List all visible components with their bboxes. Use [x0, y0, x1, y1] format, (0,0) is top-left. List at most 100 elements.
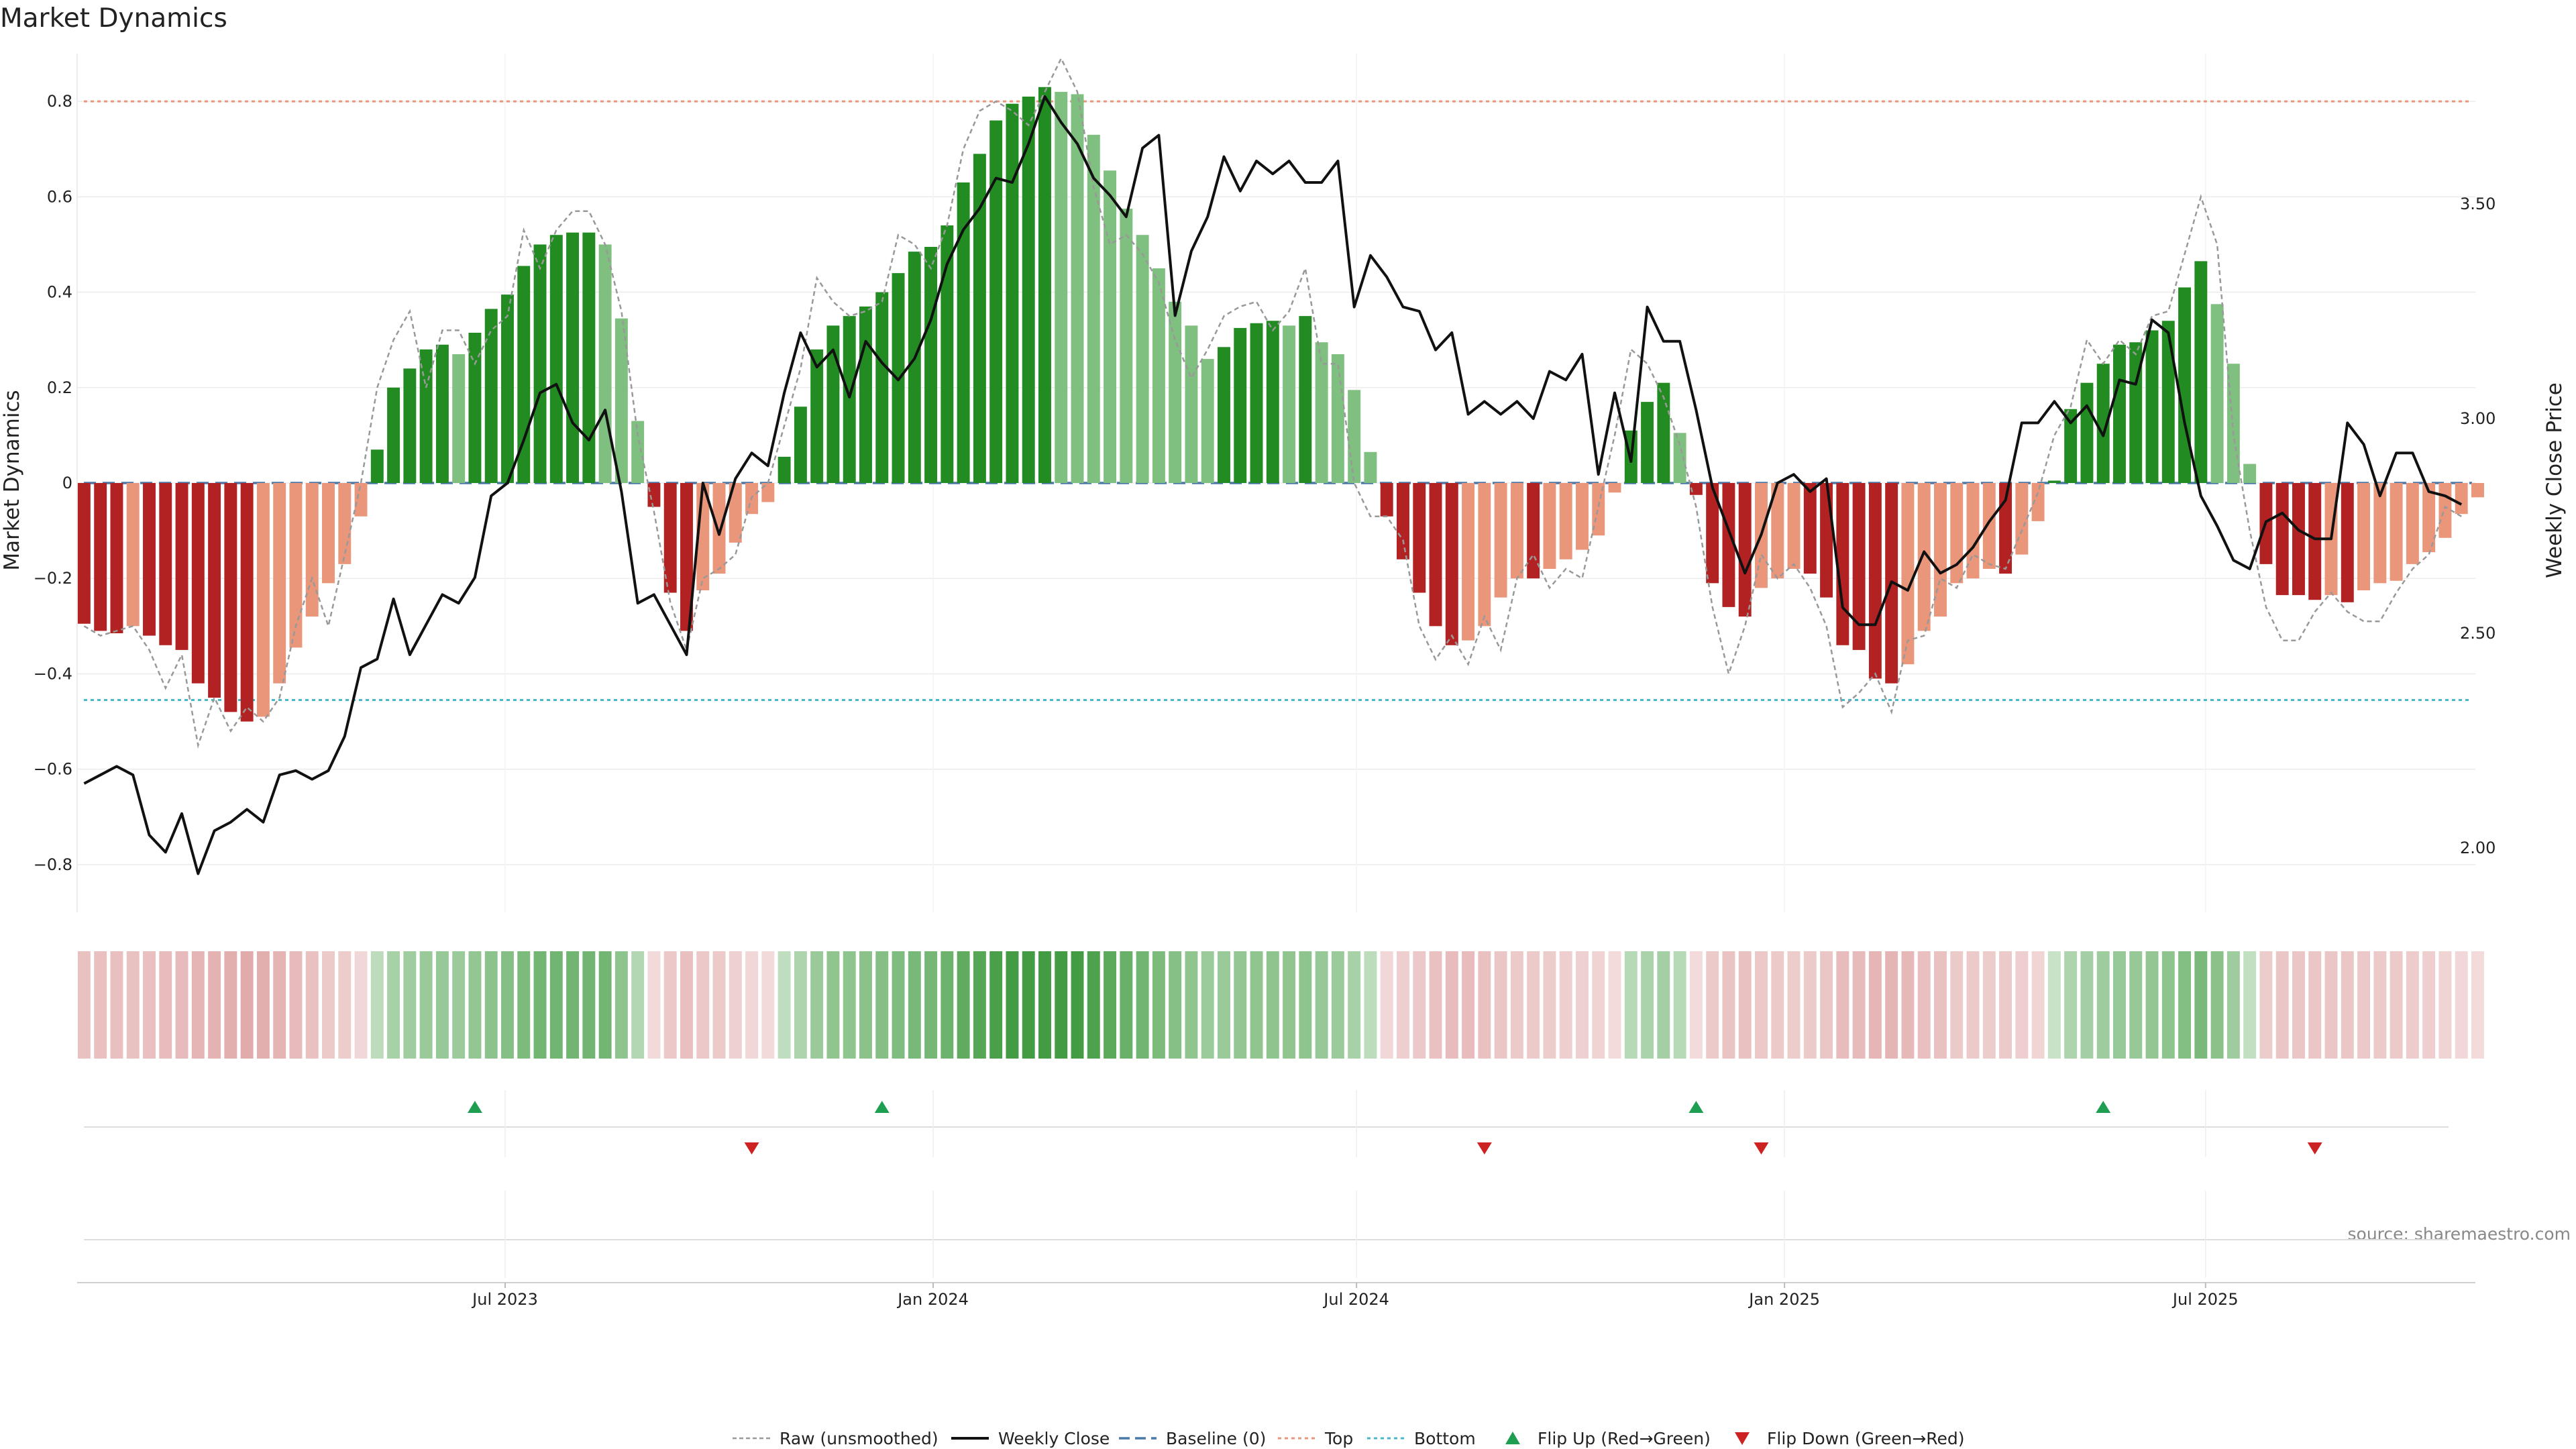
- dynamics-bar: [1283, 325, 1296, 483]
- regime-cell: [826, 951, 840, 1059]
- regime-cell: [2308, 951, 2322, 1059]
- regime-cell: [1478, 951, 1491, 1059]
- regime-cell: [419, 951, 433, 1059]
- dynamics-bar: [1706, 483, 1719, 584]
- dynamics-bar: [240, 483, 254, 722]
- regime-cell: [566, 951, 580, 1059]
- regime-cell: [94, 951, 107, 1059]
- regime-cell: [647, 951, 661, 1059]
- dynamics-bar: [1152, 268, 1165, 483]
- regime-cell: [1152, 951, 1165, 1059]
- dynamics-bar: [843, 316, 856, 483]
- dynamics-bar: [126, 483, 140, 627]
- dynamics-bar: [224, 483, 237, 712]
- dynamics-bar: [1836, 483, 1849, 645]
- regime-cell: [761, 951, 775, 1059]
- dynamics-bar: [647, 483, 661, 507]
- regime-cell: [777, 951, 791, 1059]
- dynamics-bar: [1689, 483, 1703, 495]
- dynamics-bar: [468, 333, 482, 483]
- dynamics-bar: [1738, 483, 1752, 617]
- regime-cell: [1185, 951, 1198, 1059]
- dynamics-bar: [712, 483, 726, 574]
- regime-cell: [1266, 951, 1279, 1059]
- dynamics-bar: [2080, 382, 2094, 483]
- regime-cell: [2390, 951, 2403, 1059]
- regime-cell: [1868, 951, 1882, 1059]
- dynamics-bar: [2178, 287, 2192, 483]
- dynamics-bar: [2390, 483, 2403, 581]
- dynamics-bar: [2145, 330, 2159, 483]
- regime-cell: [224, 951, 237, 1059]
- regime-cell: [468, 951, 482, 1059]
- regime-cell: [126, 951, 140, 1059]
- regime-cell: [2373, 951, 2387, 1059]
- regime-cell: [1576, 951, 1589, 1059]
- y-tick-label: 0.8: [47, 92, 72, 111]
- dynamics-bar: [1413, 483, 1426, 593]
- dynamics-bar: [2210, 304, 2224, 483]
- source-note: source: sharemaestro.com: [2348, 1224, 2571, 1244]
- dynamics-bar: [908, 252, 921, 483]
- regime-cell: [810, 951, 824, 1059]
- dynamics-bar: [2129, 342, 2143, 483]
- regime-cell: [1006, 951, 1019, 1059]
- regime-cell: [305, 951, 319, 1059]
- dynamics-bar: [1315, 342, 1328, 483]
- dynamics-bar: [1266, 321, 1279, 483]
- legend-label: Flip Down (Green→Red): [1767, 1429, 1965, 1448]
- regime-cell: [1315, 951, 1328, 1059]
- dynamics-bar: [680, 483, 693, 631]
- right-y-tick-label: 2.50: [2460, 624, 2496, 643]
- dynamics-bar: [1445, 483, 1458, 645]
- regime-cell: [1689, 951, 1703, 1059]
- y-tick-label: 0.6: [47, 187, 72, 206]
- regime-cell: [794, 951, 807, 1059]
- right-y-tick-label: 3.50: [2460, 195, 2496, 213]
- dynamics-bar: [1201, 359, 1214, 483]
- regime-cell: [1885, 951, 1898, 1059]
- regime-cell: [582, 951, 596, 1059]
- left-y-ticks: 0.8 0.6 0.4 0.2 0 −0.2 −0.4 −0.6 −0.8: [34, 92, 72, 874]
- dynamics-bar: [1022, 97, 1035, 483]
- regime-cell: [2455, 951, 2468, 1059]
- dynamics-bar: [549, 235, 563, 483]
- raw-line: [83, 56, 2462, 749]
- regime-cell: [859, 951, 872, 1059]
- regime-cell: [501, 951, 514, 1059]
- dynamics-bars: [77, 87, 2484, 722]
- dynamics-bar: [875, 292, 889, 483]
- dynamics-bar: [810, 349, 824, 483]
- flip-down-marker: [744, 1142, 759, 1155]
- regime-cell: [1820, 951, 1833, 1059]
- dynamics-bar: [1510, 483, 1523, 579]
- dynamics-bar: [1559, 483, 1572, 559]
- regime-cell: [273, 951, 286, 1059]
- dynamics-bar: [1348, 390, 1361, 483]
- dynamics-bar: [403, 368, 417, 483]
- regime-cell: [2243, 951, 2257, 1059]
- dynamics-bar: [2243, 464, 2257, 483]
- dynamics-bar: [1543, 483, 1556, 569]
- dynamics-bar: [1380, 483, 1393, 517]
- dynamics-bar: [631, 421, 645, 483]
- y-tick-label: −0.2: [34, 569, 72, 588]
- regime-cell: [2194, 951, 2208, 1059]
- y-tick-label: −0.8: [34, 855, 72, 874]
- regime-cell: [1055, 951, 1068, 1059]
- dynamics-bar: [208, 483, 221, 698]
- dynamics-bar: [110, 483, 123, 633]
- dynamics-bar: [2064, 409, 2078, 483]
- regime-cell: [533, 951, 547, 1059]
- dynamics-bar: [435, 344, 449, 483]
- legend-swatch-down: [1735, 1432, 1750, 1445]
- regime-cell: [1218, 951, 1230, 1059]
- flip-down-marker: [1477, 1142, 1492, 1155]
- weekly-close-line: [83, 95, 2463, 875]
- dynamics-bar: [2341, 483, 2354, 602]
- dynamics-bar: [924, 247, 938, 483]
- regime-cell: [1592, 951, 1605, 1059]
- regime-cell: [1283, 951, 1296, 1059]
- regime-cell: [680, 951, 693, 1059]
- dynamics-bar: [2047, 480, 2061, 483]
